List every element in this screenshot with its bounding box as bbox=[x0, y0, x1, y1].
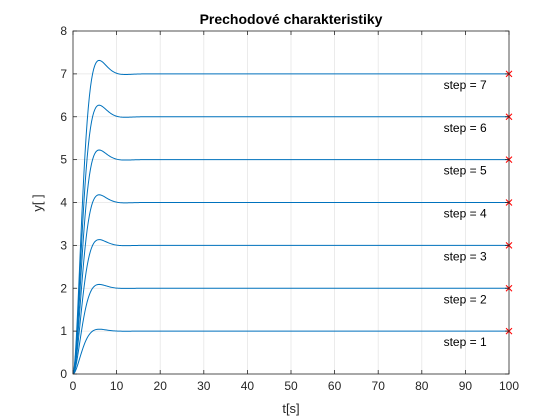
y-tick-label: 7 bbox=[60, 67, 67, 81]
step-label-2: step = 2 bbox=[444, 292, 487, 306]
x-tick-label: 100 bbox=[499, 379, 519, 393]
series-line-6 bbox=[72, 104, 509, 375]
x-tick-label: 20 bbox=[154, 379, 168, 393]
x-tick-label: 60 bbox=[328, 379, 342, 393]
y-tick-label: 0 bbox=[60, 367, 67, 381]
x-tick-label: 80 bbox=[415, 379, 429, 393]
step-label-5: step = 5 bbox=[444, 164, 487, 178]
series-line-3 bbox=[72, 239, 509, 375]
x-tick-label: 90 bbox=[459, 379, 473, 393]
y-tick-label: 4 bbox=[60, 196, 67, 210]
step-labels: step = 1 step = 2 step = 3 step = 4 step = 5… bbox=[444, 78, 487, 349]
x-tick-label: 40 bbox=[241, 379, 255, 393]
x-tick-label: 50 bbox=[284, 379, 298, 393]
series-line-4 bbox=[72, 194, 509, 375]
series-line-2 bbox=[72, 283, 509, 375]
y-axis-label: y[ ] bbox=[30, 194, 45, 211]
series-line-5 bbox=[72, 149, 509, 375]
y-tick-label: 1 bbox=[60, 324, 67, 338]
series-group bbox=[72, 59, 509, 375]
series-line-7 bbox=[72, 59, 509, 375]
series-line-1 bbox=[72, 328, 509, 375]
y-tick-label: 5 bbox=[60, 153, 67, 167]
y-tick-label: 2 bbox=[60, 281, 67, 295]
x-tick-label: 10 bbox=[110, 379, 124, 393]
x-axis-label: t[s] bbox=[282, 401, 299, 416]
chart-title: Prechodové charakteristiky bbox=[200, 11, 383, 27]
axis-ticks: 0 10 20 30 40 50 60 70 80 90 100 0 1 2 3 4 5 6 7 8 bbox=[60, 24, 519, 393]
x-tick-label: 30 bbox=[197, 379, 211, 393]
y-tick-label: 6 bbox=[60, 110, 67, 124]
step-label-3: step = 3 bbox=[444, 249, 487, 263]
x-tick-label: 70 bbox=[372, 379, 386, 393]
step-label-4: step = 4 bbox=[444, 207, 487, 221]
y-tick-label: 3 bbox=[60, 238, 67, 252]
step-label-1: step = 1 bbox=[444, 335, 487, 349]
step-label-6: step = 6 bbox=[444, 121, 487, 135]
y-tick-label: 8 bbox=[60, 24, 67, 38]
x-tick-label: 0 bbox=[70, 379, 77, 393]
step-label-7: step = 7 bbox=[444, 78, 487, 92]
